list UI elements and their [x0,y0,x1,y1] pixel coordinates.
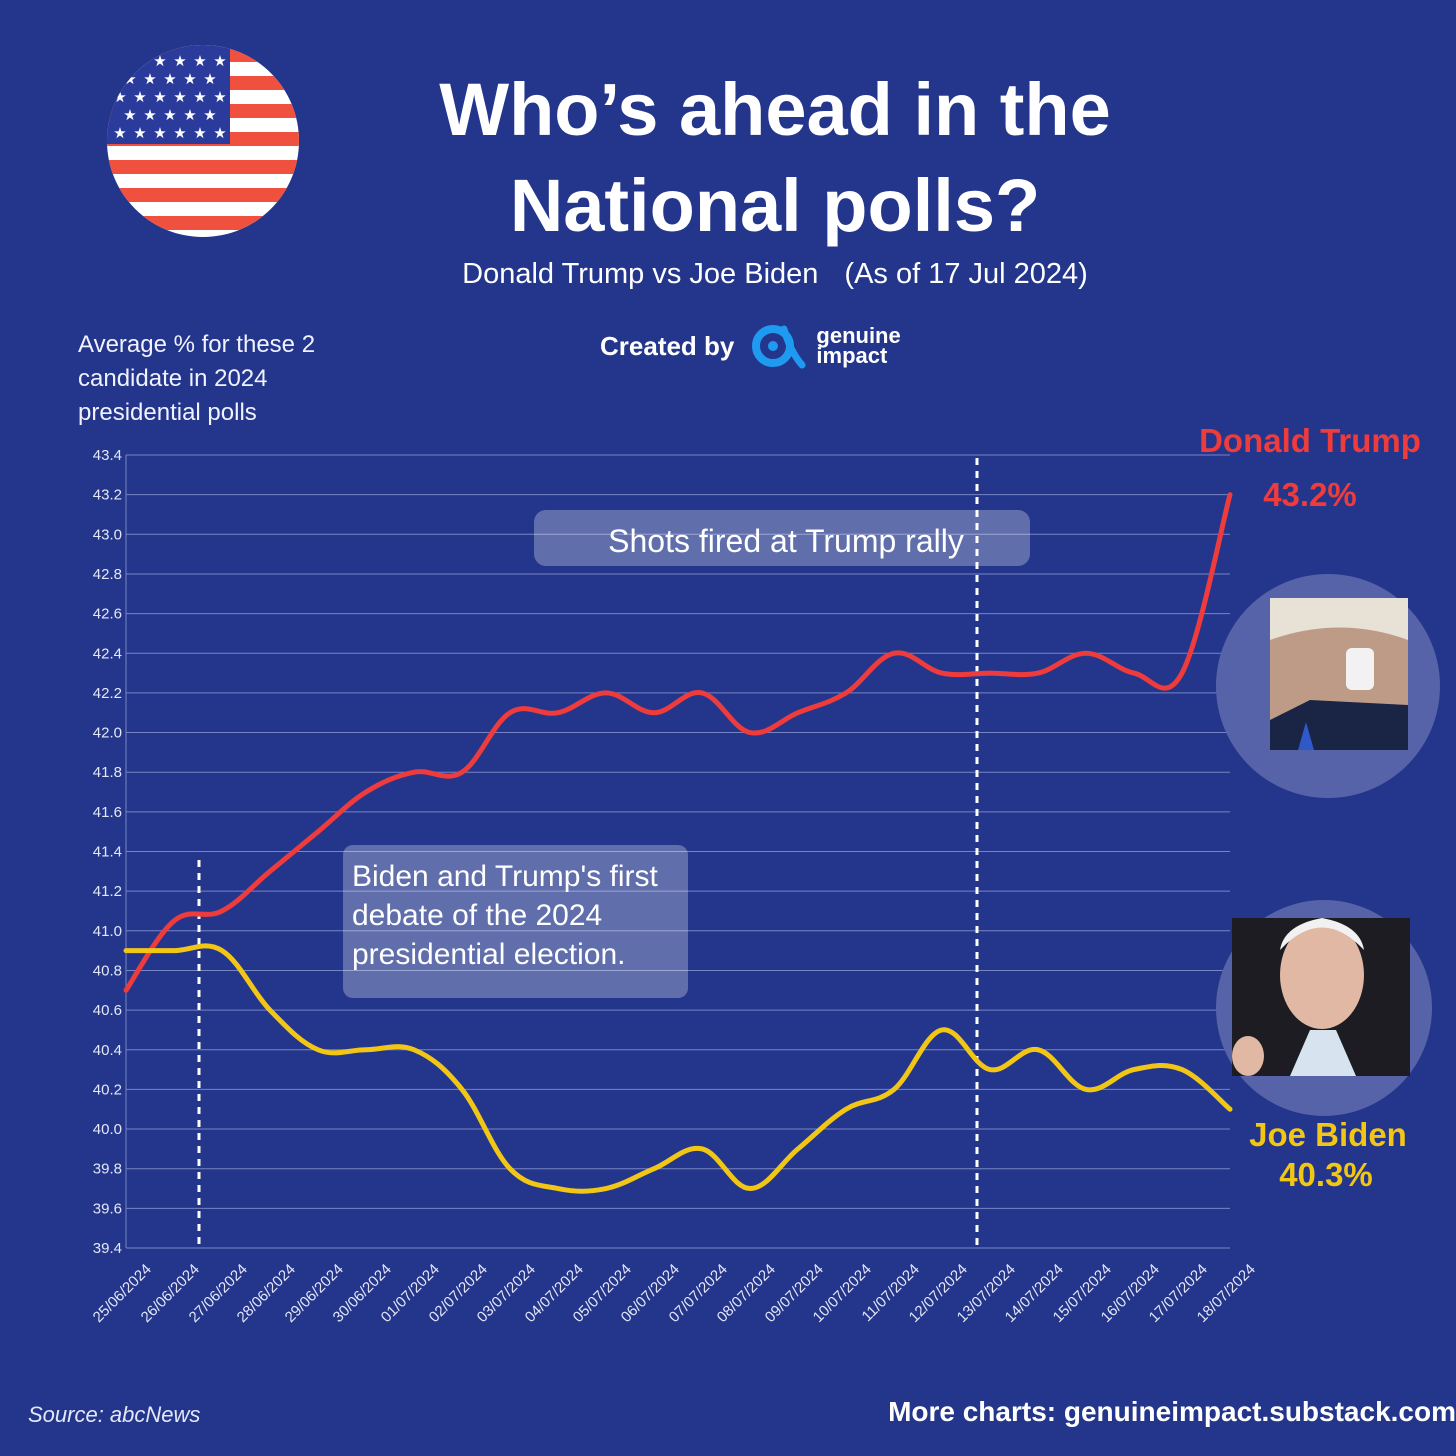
source-note: Source: abcNews [28,1402,201,1427]
y-tick-label: 42.2 [93,685,122,702]
trump-end-label: Donald Trump [1199,422,1421,459]
created-by-label: Created by [600,330,735,361]
brand-line-1: genuine [816,323,901,348]
flag-star: ★ [173,53,186,70]
y-tick-label: 40.0 [93,1121,122,1138]
flag-star: ★ [113,125,126,142]
flag-stripe [107,160,299,174]
trump-end-value: 43.2% [1263,476,1357,513]
series-lines [123,492,1233,1194]
y-tick-label: 41.4 [93,844,122,861]
flag-star: ★ [193,89,206,106]
y-axis-label: Average % for these 2 candidate in 2024 … [78,331,316,426]
x-ticks: 25/06/202426/06/202427/06/202428/06/2024… [90,1261,1259,1326]
y-tick-label: 40.6 [93,1002,122,1019]
subtitle-text: Donald Trump vs Joe Biden [462,258,819,290]
shooting-annotation-text: Shots fired at Trump rally [608,523,964,559]
more-charts-link[interactable]: More charts: genuineimpact.substack.com [888,1396,1456,1427]
flag-star: ★ [213,53,226,70]
flag-stripe [107,188,299,202]
y-tick-label: 41.6 [93,804,122,821]
subtitle: Donald Trump vs Joe Biden (As of 17 Jul 2… [360,254,1190,294]
biden-end-value: 40.3% [1279,1156,1373,1193]
y-tick-label: 42.0 [93,725,122,742]
y-tick-label: 40.8 [93,962,122,979]
flag-star: ★ [173,125,186,142]
y-tick-label: 40.2 [93,1081,122,1098]
flag-star: ★ [133,89,146,106]
debate-annotation-text: Biden and Trump's first [352,860,659,893]
flag-star: ★ [183,71,196,88]
flag-star: ★ [203,71,216,88]
y-tick-label: 41.8 [93,764,122,781]
y-tick-label: 42.4 [93,645,122,662]
gridlines [125,454,1230,1249]
flag-star: ★ [163,107,176,124]
brand-name: genuine impact [816,323,901,368]
joe-biden-line [123,943,1233,1194]
y-tick-label: 41.2 [93,883,122,900]
flag-star: ★ [133,125,146,142]
y-tick-label: 40.4 [93,1042,122,1059]
flag-star: ★ [213,125,226,142]
biden-photo [1216,900,1432,1116]
title-line-1: Who’s ahead in the [439,68,1111,151]
date-note: (As of 17 Jul 2024) [844,258,1088,290]
annotations: Biden and Trump's first debate of the 202… [197,458,1030,1248]
debate-annotation-text: presidential election. [352,938,626,971]
brand-line-2: impact [816,343,888,368]
y-tick-label: 43.0 [93,526,122,543]
flag-star: ★ [163,71,176,88]
debate-annotation-text: debate of the 2024 [352,899,602,932]
shooting-annotation-box [534,510,1030,566]
y-tick-label: 42.6 [93,606,122,623]
y-tick-label: 41.0 [93,923,122,940]
flag-star: ★ [153,89,166,106]
y-tick-label: 39.6 [93,1200,122,1217]
y-tick-label: 43.4 [93,447,122,464]
flag-star: ★ [143,107,156,124]
created-by: Created by genuine impact [600,318,901,374]
flag-star: ★ [193,53,206,70]
flag-star: ★ [143,71,156,88]
donald-trump-line [123,492,1233,993]
flag-star: ★ [123,107,136,124]
debate-annotation-box [343,845,688,998]
flag-star: ★ [193,125,206,142]
flag-star: ★ [213,89,226,106]
y-tick-label: 39.4 [93,1240,122,1257]
y-tick-label: 42.8 [93,566,122,583]
genuine-impact-logo-icon [752,325,806,369]
y-ticks: 43.4 43.2 43.0 42.8 42.6 42.4 42.2 42.0 41.8 41.6… [93,447,122,1257]
candidate-photos [1216,574,1440,1116]
y-tick-label: 43.2 [93,487,122,504]
trump-photo [1216,574,1440,798]
flag-star: ★ [153,53,166,70]
flag-star: ★ [203,107,216,124]
us-flag-icon: ★ ★ ★ ★ ★ ★★ ★ ★ ★ ★★ ★ ★ ★ ★ ★★ ★ ★ ★ ★★ ★ ★ ★ ★ ★ [107,45,299,237]
flag-star: ★ [153,125,166,142]
page-title: Who’s ahead in the National polls? [360,62,1190,254]
flag-star: ★ [173,89,186,106]
title-line-2: National polls? [509,164,1041,247]
y-tick-label: 39.8 [93,1161,122,1178]
biden-end-label: Joe Biden [1249,1116,1407,1153]
flag-star: ★ [183,107,196,124]
